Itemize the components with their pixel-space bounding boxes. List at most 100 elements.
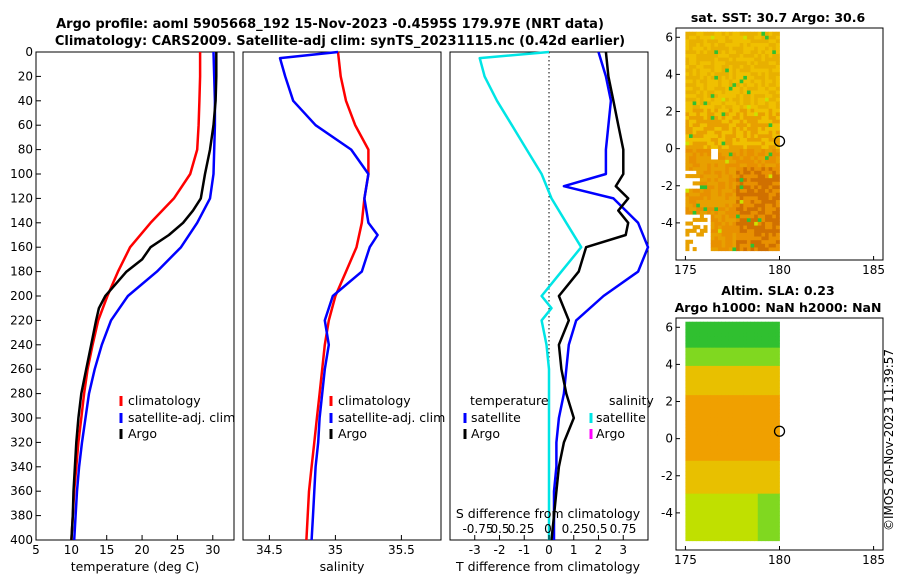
heatmap-cell <box>750 221 755 226</box>
heatmap-cell <box>775 438 780 443</box>
heatmap-cell <box>703 90 708 95</box>
heatmap-cell <box>754 214 759 219</box>
heatmap-cell <box>717 522 722 527</box>
heatmap-cell <box>689 369 694 374</box>
heatmap-cell <box>746 485 751 491</box>
heatmap-cell <box>757 192 762 197</box>
heatmap-cell <box>754 329 759 334</box>
heatmap-cell <box>768 141 773 146</box>
heatmap-cell <box>692 423 697 428</box>
heatmap-cell <box>736 137 741 142</box>
heatmap-cell <box>757 141 762 146</box>
heatmap-cell <box>689 387 694 392</box>
heatmap-cell <box>743 485 748 491</box>
heatmap-cell <box>743 325 748 330</box>
heatmap-cell <box>736 464 741 469</box>
heatmap-cell <box>696 423 701 428</box>
heatmap-cell <box>732 35 737 40</box>
heatmap-cell <box>739 152 744 157</box>
heatmap-cell <box>768 398 773 403</box>
heatmap-cell <box>750 394 755 399</box>
heatmap-cell <box>775 53 780 58</box>
heatmap-cell <box>685 449 690 454</box>
x-tick-label: 2 <box>595 543 603 557</box>
heatmap-cell <box>768 232 773 237</box>
heatmap-cell <box>714 93 719 98</box>
heatmap-cell <box>699 336 704 341</box>
heatmap-cell <box>728 46 733 51</box>
heatmap-cell <box>689 82 694 87</box>
heatmap-cell <box>754 339 759 345</box>
heatmap-cell <box>703 522 708 527</box>
heatmap-cell <box>765 456 770 461</box>
heatmap-cell <box>765 402 770 407</box>
heatmap-cell <box>725 471 730 476</box>
heatmap-cell <box>768 482 773 487</box>
heatmap-cell <box>714 431 719 436</box>
heatmap-cell <box>746 493 751 498</box>
heatmap-cell <box>728 126 733 131</box>
heatmap-cell <box>765 533 770 538</box>
heatmap-cell <box>761 376 766 381</box>
heatmap-cell <box>761 42 766 47</box>
heatmap-cell <box>696 464 701 469</box>
heatmap-cell <box>721 221 726 226</box>
heatmap-cell <box>750 166 755 171</box>
heatmap-cell <box>768 64 773 69</box>
heatmap-cell <box>746 332 751 337</box>
heatmap-cell <box>703 380 708 385</box>
heatmap-cell <box>739 398 744 403</box>
heatmap-cell <box>732 445 737 450</box>
heatmap-cell <box>768 163 773 168</box>
heatmap-cell <box>757 398 762 403</box>
heatmap-cell <box>750 31 755 36</box>
heatmap-cell <box>746 339 751 345</box>
heatmap-cell <box>728 434 733 439</box>
heatmap-cell <box>721 119 726 124</box>
heatmap-cell <box>761 537 766 542</box>
heatmap-cell <box>746 438 751 443</box>
heatmap-cell <box>728 358 733 363</box>
heatmap-cell <box>768 243 773 248</box>
heatmap-cell <box>757 504 762 509</box>
heatmap-cell <box>772 467 777 472</box>
heatmap-cell <box>750 112 755 117</box>
heatmap-cell <box>750 347 755 352</box>
heatmap-cell <box>714 412 719 418</box>
heatmap-cell <box>692 31 697 36</box>
heatmap-cell <box>768 159 773 164</box>
heatmap-cell <box>743 369 748 374</box>
heatmap-cell <box>736 141 741 146</box>
heatmap-cell <box>746 537 751 542</box>
heatmap-cell <box>732 228 737 233</box>
heatmap-cell <box>717 420 722 425</box>
heatmap-cell <box>775 199 780 204</box>
heatmap-cell <box>757 68 762 73</box>
heatmap-cell <box>736 354 741 359</box>
heatmap-cell <box>757 380 762 385</box>
heatmap-cell <box>707 86 712 91</box>
heatmap-cell <box>754 350 759 355</box>
heatmap-cell <box>696 456 701 461</box>
heatmap-cell <box>728 515 733 520</box>
heatmap-cell <box>721 504 726 509</box>
heatmap-cell <box>728 431 733 436</box>
heatmap-cell <box>689 108 694 113</box>
heatmap-cell <box>732 181 737 186</box>
heatmap-cell <box>732 53 737 58</box>
heatmap-cell <box>765 195 770 201</box>
heatmap-cell <box>721 394 726 399</box>
heatmap-cell <box>765 325 770 330</box>
heatmap-cell <box>707 427 712 432</box>
heatmap-cell <box>757 402 762 407</box>
heatmap-cell <box>710 358 715 363</box>
heatmap-cell <box>689 329 694 334</box>
heatmap-cell <box>761 119 766 124</box>
heatmap-cell <box>707 185 712 190</box>
heatmap-cell <box>765 119 770 124</box>
heatmap-cell <box>772 71 777 76</box>
heatmap-cell <box>699 39 704 44</box>
heatmap-cell <box>717 445 722 450</box>
heatmap-cell <box>772 155 777 160</box>
heatmap-cell <box>772 380 777 385</box>
